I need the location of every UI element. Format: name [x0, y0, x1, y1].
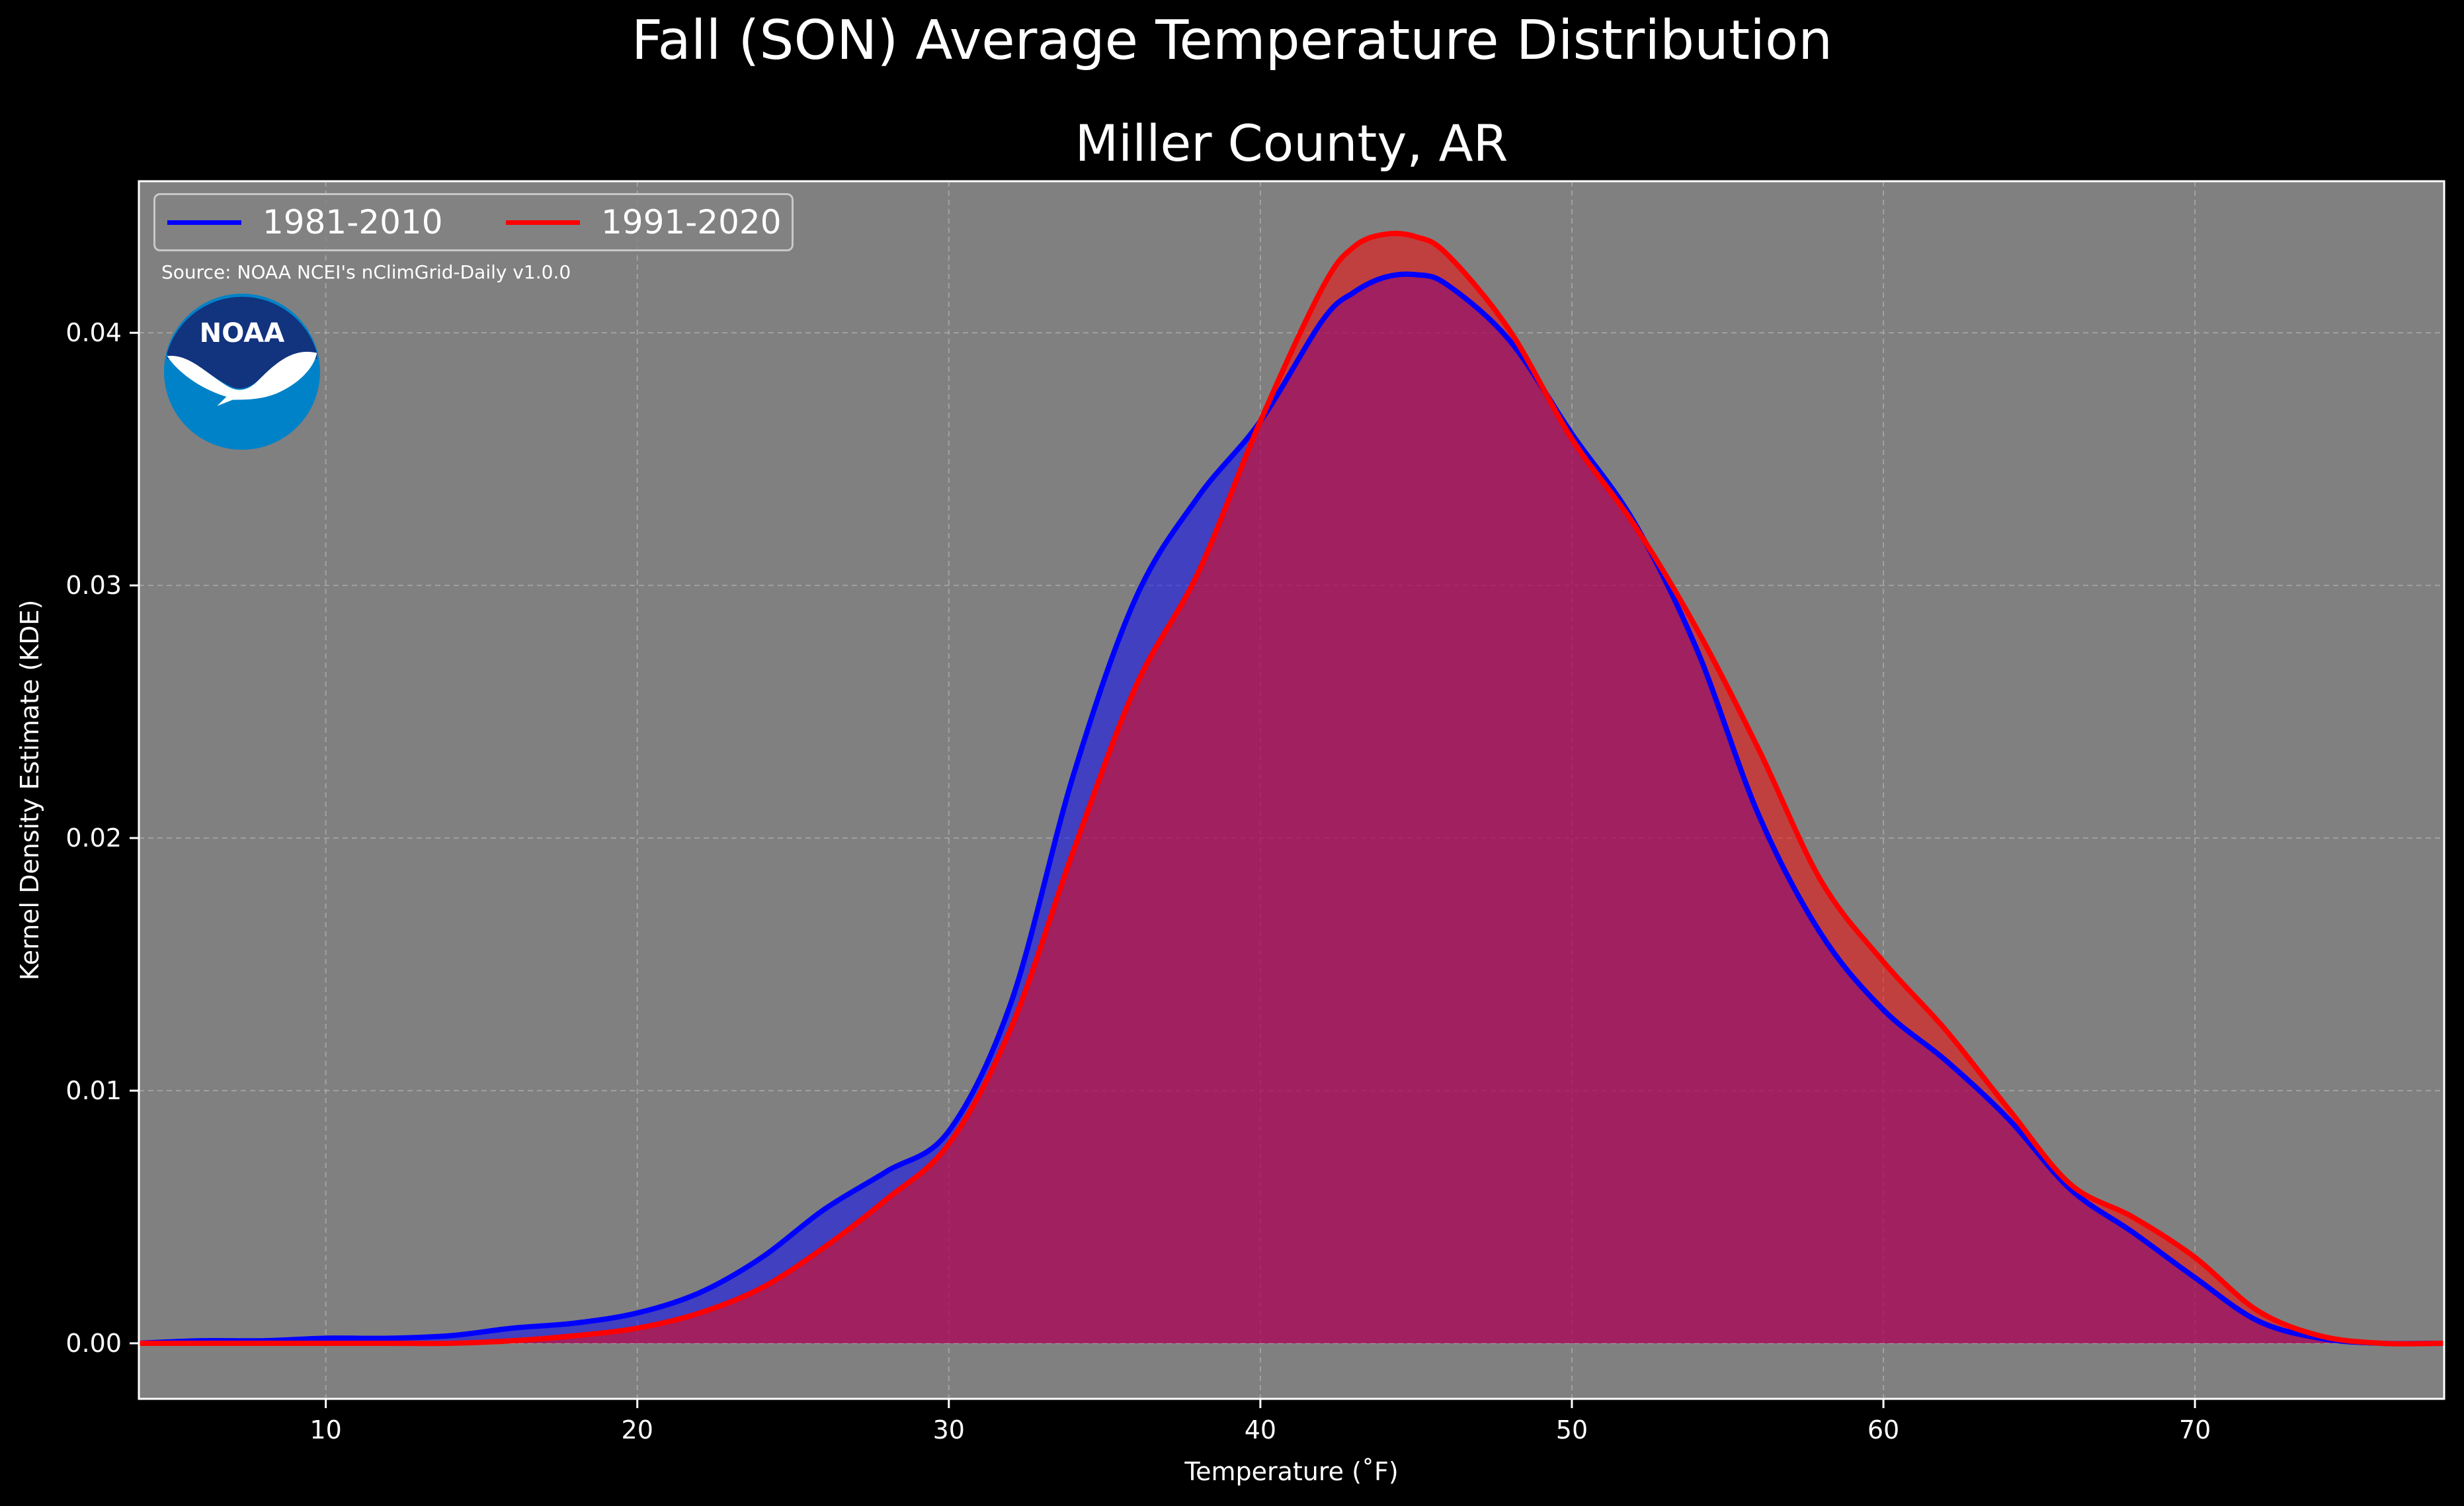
legend-label-1991-2020: 1991-2020 [601, 203, 782, 241]
y-tick-label: 0.04 [65, 318, 122, 347]
x-tick-label: 70 [2179, 1415, 2211, 1444]
x-axis-ticks: 10 20 30 40 50 60 70 [309, 1399, 2211, 1444]
y-axis-ticks: 0.00 0.01 0.02 0.03 0.04 [65, 318, 139, 1358]
density-line-1981-2010 [138, 271, 2445, 1347]
legend-item-1981-2010: 1981-2010 [167, 195, 443, 249]
source-note: Source: NOAA NCEI's nClimGrid-Daily v1.0… [161, 261, 571, 283]
x-tick-label: 50 [1556, 1415, 1588, 1444]
x-tick-label: 10 [309, 1415, 341, 1444]
x-axis-label: Temperature (˚F) [1184, 1457, 1398, 1486]
noaa-logo-icon: NOAA [164, 294, 320, 450]
y-tick-label: 0.02 [65, 823, 122, 853]
density-line-1991-2020 [139, 230, 2445, 1347]
x-tick-label: 40 [1245, 1415, 1276, 1444]
x-tick-label: 20 [622, 1415, 653, 1444]
legend-swatch-blue [167, 220, 241, 225]
legend-item-1991-2020: 1991-2020 [506, 195, 782, 249]
x-tick-label: 30 [933, 1415, 965, 1444]
y-tick-label: 0.03 [65, 571, 122, 600]
legend: 1981-2010 1991-2020 [153, 193, 794, 251]
density-areas [139, 233, 2444, 1344]
density-area-1991-2020 [139, 233, 2444, 1344]
legend-label-1981-2010: 1981-2010 [263, 203, 443, 241]
legend-swatch-red [506, 220, 580, 225]
plot-frame [138, 180, 2445, 1400]
density-lines [138, 230, 2445, 1347]
y-axis-label: Kernel Density Estimate (KDE) [15, 600, 44, 981]
y-tick-label: 0.01 [65, 1076, 122, 1105]
y-tick-label: 0.00 [65, 1329, 122, 1358]
chart-title: Miller County, AR [1075, 114, 1508, 173]
figure-title: Fall (SON) Average Temperature Distribut… [631, 9, 1833, 72]
x-tick-label: 60 [1868, 1415, 1899, 1444]
logo-text: NOAA [200, 318, 285, 349]
